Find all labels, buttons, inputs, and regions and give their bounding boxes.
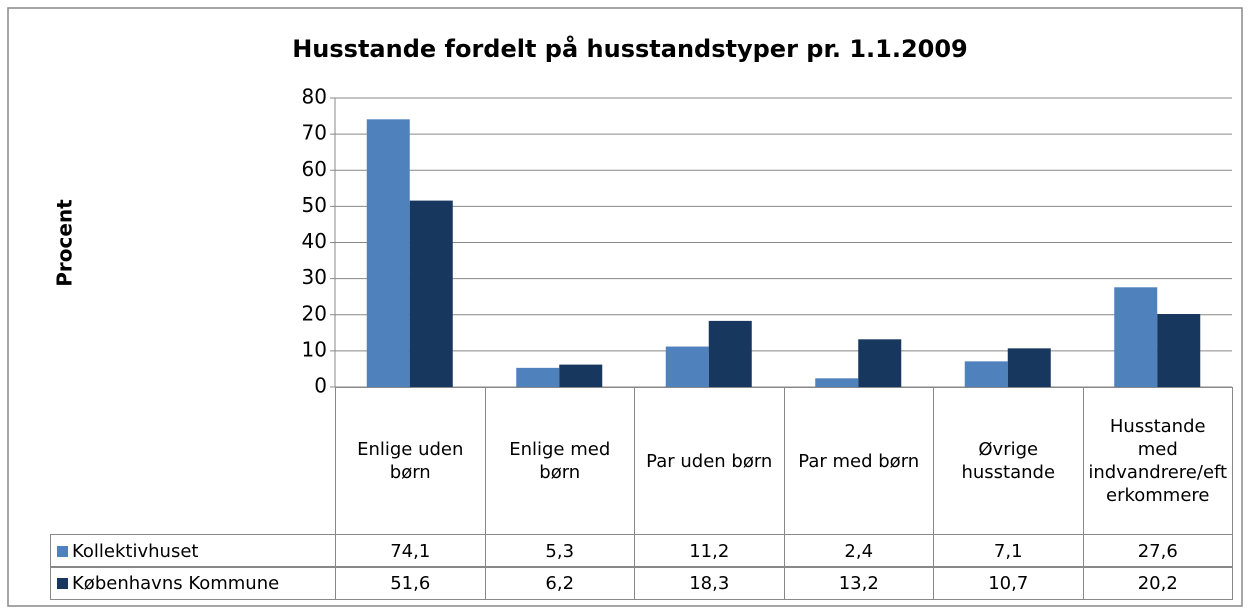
legend-label: Kollektivhuset xyxy=(72,540,199,562)
value-cell: 20,2 xyxy=(1082,566,1233,600)
y-tick-label: 10 xyxy=(302,337,327,361)
y-tick-label: 60 xyxy=(302,157,327,181)
bar xyxy=(665,346,709,387)
value-cell: 11,2 xyxy=(634,534,785,568)
y-tick-label: 0 xyxy=(314,374,327,398)
legend-label: Københavns Kommune xyxy=(72,572,280,594)
bar xyxy=(366,119,410,387)
category-cell: Øvrige husstande xyxy=(933,387,1084,535)
chart-border xyxy=(7,7,1243,607)
bar xyxy=(409,200,453,387)
legend-cell: Kollektivhuset xyxy=(50,534,336,568)
bar xyxy=(815,378,859,387)
value-cell: 27,6 xyxy=(1082,534,1233,568)
legend-key xyxy=(57,545,68,557)
category-cell: Husstande med indvandrere/efterkommere xyxy=(1082,387,1233,535)
bar xyxy=(559,364,603,387)
y-tick-label: 80 xyxy=(302,85,327,109)
bar xyxy=(858,339,902,387)
y-axis-label: Procent xyxy=(53,199,77,287)
value-cell: 51,6 xyxy=(335,566,486,600)
legend-cell: Københavns Kommune xyxy=(50,566,336,600)
value-cell: 18,3 xyxy=(634,566,785,600)
bar xyxy=(964,361,1008,387)
legend-key xyxy=(57,577,68,589)
y-tick-label: 50 xyxy=(302,193,327,217)
bar xyxy=(516,367,560,387)
category-cell: Par uden børn xyxy=(634,387,785,535)
value-cell: 5,3 xyxy=(484,534,635,568)
value-cell: 2,4 xyxy=(783,534,934,568)
value-cell: 13,2 xyxy=(783,566,934,600)
value-cell: 10,7 xyxy=(933,566,1084,600)
chart-title: Husstande fordelt på husstandstyper pr. … xyxy=(292,34,968,63)
value-cell: 7,1 xyxy=(933,534,1084,568)
bar xyxy=(1007,348,1051,387)
y-tick-label: 40 xyxy=(302,229,327,253)
category-cell: Par med børn xyxy=(783,387,934,535)
bar xyxy=(708,320,752,387)
bar xyxy=(1114,287,1158,387)
y-tick-label: 30 xyxy=(302,265,327,289)
y-tick-label: 70 xyxy=(302,121,327,145)
value-cell: 6,2 xyxy=(484,566,635,600)
y-tick-label: 20 xyxy=(302,301,327,325)
category-cell: Enlige uden børn xyxy=(335,387,486,535)
value-cell: 74,1 xyxy=(335,534,486,568)
bar xyxy=(1157,314,1201,387)
category-cell: Enlige med børn xyxy=(484,387,635,535)
